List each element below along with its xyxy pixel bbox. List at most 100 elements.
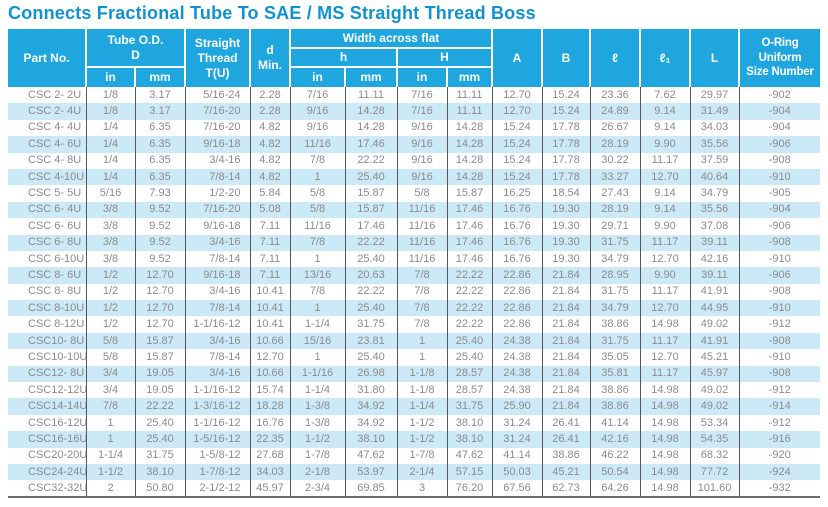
d-min-cell: 4.82 xyxy=(249,136,290,153)
h-mm-cell: 22.22 xyxy=(344,152,397,169)
dim-l-cell: 42.16 xyxy=(589,431,641,448)
table-row: CSC 4- 6U 1/4 6.35 9/16-18 4.82 11/16 17.46 9/1… xyxy=(8,136,821,153)
H-in-cell: 5/8 xyxy=(396,185,447,202)
dim-l1-cell: 9.14 xyxy=(639,185,691,202)
tube-od-in-cell: 1 xyxy=(85,414,135,432)
o-ring-size-cell: -908 xyxy=(738,234,821,251)
dim-L-cell: 31.49 xyxy=(689,103,740,120)
H-in-cell: 11/16 xyxy=(396,201,447,219)
straight-thread-cell: 1-5/8-12 xyxy=(184,447,250,464)
h-in-cell: 1 xyxy=(289,168,345,186)
d-min-cell: 16.76 xyxy=(249,414,290,432)
h-in-cell: 1 xyxy=(289,300,345,317)
H-in-cell: 7/8 xyxy=(396,300,447,317)
dim-l1-cell: 14.98 xyxy=(639,414,691,432)
o-ring-size-cell: -914 xyxy=(738,398,821,415)
dim-b-cell: 15.24 xyxy=(541,103,591,120)
dim-l-cell: 38.86 xyxy=(589,382,641,399)
part-no-cell: CSC10- 8U xyxy=(28,334,85,347)
h-in-cell: 1-1/2 xyxy=(289,431,345,448)
H-mm-cell: 17.46 xyxy=(446,234,493,251)
dim-l-cell: 35.05 xyxy=(589,349,641,366)
dim-l1-cell: 9.14 xyxy=(639,119,691,137)
h-mm-cell: 25.40 xyxy=(344,300,397,317)
table-row: CSC 8- 6U 1/2 12.70 9/16-18 7.11 13/16 20.63 7/… xyxy=(8,267,821,284)
o-ring-size-cell: -912 xyxy=(738,382,821,399)
table-row: CSC14-14U 7/8 22.22 1-3/16-12 18.28 1-3/8 34.9… xyxy=(8,398,821,415)
dim-a-cell: 16.76 xyxy=(491,250,543,268)
part-no-cell: CSC20-20U xyxy=(28,449,86,462)
table-row: CSC12-12U 3/4 19.05 1-1/16-12 15.74 1-1/4 31.8… xyxy=(8,382,821,399)
dim-l-cell: 26.67 xyxy=(589,119,641,137)
H-mm-cell: 31.75 xyxy=(446,398,493,415)
unit-header-H-mm: mm xyxy=(445,66,494,87)
straight-thread-cell: 7/16-20 xyxy=(184,201,250,219)
o-ring-size-cell: -906 xyxy=(738,136,821,153)
H-mm-cell: 25.40 xyxy=(446,332,493,350)
straight-thread-cell: 1-1/16-12 xyxy=(184,382,250,399)
tube-od-mm-cell: 31.75 xyxy=(134,447,185,464)
dim-L-cell: 37.59 xyxy=(689,152,740,169)
part-no-cell: CSC 8-12U xyxy=(28,318,85,331)
unit-header-h-mm: mm xyxy=(344,66,398,87)
straight-thread-cell: 1-1/16-12 xyxy=(184,316,250,333)
part-no-cell: CSC 2- 4U xyxy=(28,105,82,118)
unit-header-H-in: in xyxy=(396,66,448,87)
dim-L-cell: 39.11 xyxy=(689,234,740,251)
part-no-cell: CSC 6- 8U xyxy=(28,236,82,249)
o-ring-size-cell: -905 xyxy=(738,185,821,202)
H-in-cell: 7/8 xyxy=(396,316,447,333)
straight-thread-cell: 9/16-18 xyxy=(184,267,250,284)
part-no-cell: CSC 6-10U xyxy=(28,252,85,265)
col-header-part-no: Part No. xyxy=(8,29,87,87)
tube-od-in-cell: 3/4 xyxy=(85,382,135,399)
H-in-cell: 7/8 xyxy=(396,283,447,301)
H-in-cell: 1-1/2 xyxy=(396,414,447,432)
col-header-width-across-flat: Width across flat xyxy=(288,29,494,48)
dim-l1-cell: 9.90 xyxy=(639,267,691,284)
H-mm-cell: 57.15 xyxy=(446,463,493,481)
unit-header-tube-in: in xyxy=(85,66,136,87)
dim-L-cell: 41.91 xyxy=(689,283,740,301)
table-header: Part No. Tube O.D. D Straight Thread T(U… xyxy=(8,29,821,87)
h-in-cell: 11/16 xyxy=(289,136,345,153)
o-ring-size-cell: -912 xyxy=(738,316,821,333)
h-mm-cell: 25.40 xyxy=(344,168,397,186)
o-ring-size-cell: -902 xyxy=(738,87,821,104)
d-min-cell: 45.97 xyxy=(249,480,290,497)
dim-a-cell: 12.70 xyxy=(491,103,543,120)
H-in-cell: 1-7/8 xyxy=(396,447,447,464)
d-min-cell: 27.68 xyxy=(249,447,290,464)
tube-od-mm-cell: 7.93 xyxy=(134,185,185,202)
h-mm-cell: 25.40 xyxy=(344,250,397,268)
h-mm-cell: 17.46 xyxy=(344,136,397,153)
h-mm-cell: 26.98 xyxy=(344,365,397,383)
tube-od-in-cell: 3/8 xyxy=(85,250,135,268)
dim-l-cell: 28.19 xyxy=(589,136,641,153)
dim-a-cell: 25.90 xyxy=(491,398,543,415)
table-row: CSC 2- 4U 1/8 3.17 7/16-20 2.28 9/16 14.28 7/16… xyxy=(8,103,821,120)
table-row: CSC 4-10U 1/4 6.35 7/8-14 4.82 1 25.40 9/16 14.2… xyxy=(8,168,821,186)
table-body: CSC 2- 2U 1/8 3.17 5/16-24 2.28 7/16 11.11 7/16… xyxy=(8,87,821,497)
dim-l-cell: 38.86 xyxy=(589,398,641,415)
tube-od-in-cell: 1/4 xyxy=(85,136,135,153)
dim-l1-cell: 9.14 xyxy=(639,201,691,219)
dim-l1-cell: 14.98 xyxy=(639,398,691,415)
dim-a-cell: 67.56 xyxy=(491,480,543,497)
dim-b-cell: 21.84 xyxy=(541,382,591,399)
d-min-cell: 10.66 xyxy=(249,332,290,350)
h-mm-cell: 25.40 xyxy=(344,349,397,366)
dim-l1-cell: 9.90 xyxy=(639,218,691,235)
straight-thread-cell: 3/4-16 xyxy=(184,152,250,169)
tube-od-in-cell: 1 xyxy=(85,431,135,448)
dim-b-cell: 38.86 xyxy=(541,447,591,464)
dim-l-cell: 41.14 xyxy=(589,414,641,432)
H-in-cell: 1-1/2 xyxy=(396,431,447,448)
dim-a-cell: 41.14 xyxy=(491,447,543,464)
dim-a-cell: 15.24 xyxy=(491,119,543,137)
H-mm-cell: 11.11 xyxy=(446,87,493,104)
straight-thread-cell: 5/16-24 xyxy=(184,87,250,104)
table-row: CSC 6- 4U 3/8 9.52 7/16-20 5.08 5/8 15.87 11/16… xyxy=(8,201,821,219)
tube-od-in-cell: 3/8 xyxy=(85,218,135,235)
straight-thread-cell: 7/16-20 xyxy=(184,103,250,120)
